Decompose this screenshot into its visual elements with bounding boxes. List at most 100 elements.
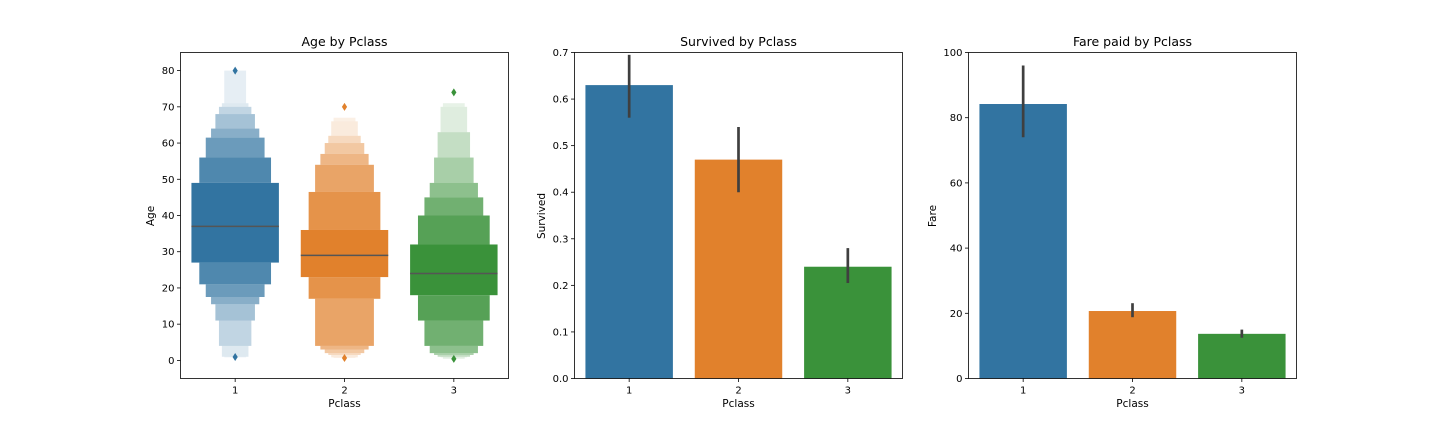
age-y-tick-label: 50 [162, 175, 175, 186]
age-y-tick-label: 40 [162, 211, 175, 222]
fare-y-tick-label: 60 [950, 178, 963, 189]
age-boxen-upper-3-8 [442, 103, 465, 107]
age-boxen-upper-2-7 [331, 121, 358, 136]
fare-y-tick-label: 40 [950, 244, 963, 255]
age-boxen-upper-1-2 [199, 157, 272, 183]
age-boxen-lower-3-5 [434, 353, 474, 355]
survived-by-pclass-panel: Survived by Pclass Pclass Survived 0.0 0.… [536, 34, 903, 410]
fare-x-tick-label: 1 [1020, 386, 1026, 397]
age-boxen-upper-3-1 [410, 244, 498, 296]
age-plot-area: 0 10 20 30 40 50 60 70 80 1 2 3 [162, 66, 498, 397]
survived-y-tick-label: 0.6 [553, 95, 569, 106]
age-boxen-upper-3-4 [429, 182, 478, 198]
fare-x-tick-label: 2 [1129, 386, 1135, 397]
age-outlier-2-1 [341, 102, 348, 111]
age-boxen-lower-1-4 [211, 297, 260, 305]
age-boxen-upper-1-3 [205, 137, 265, 158]
survived-x-tick-label: 1 [626, 386, 632, 397]
age-outlier-3-2 [451, 354, 457, 363]
fare-y-tick-label: 100 [943, 48, 962, 59]
age-boxen-upper-2-6 [328, 135, 361, 144]
age-boxen-upper-2-2 [308, 191, 381, 230]
survived-x-tick-label: 3 [845, 386, 851, 397]
age-boxen-upper-2-5 [324, 143, 365, 154]
fare-x-axis-label: Pclass [1116, 398, 1148, 410]
age-boxen-lower-2-3 [315, 298, 374, 346]
survived-bar-3 [804, 266, 892, 379]
age-x-tick-label: 2 [341, 386, 347, 397]
age-y-tick-label: 10 [162, 320, 175, 331]
age-boxen-lower-1-5 [215, 304, 255, 321]
age-boxen-upper-1-5 [215, 114, 255, 129]
age-outlier-1-1 [232, 66, 238, 75]
fare-y-tick-label: 0 [956, 374, 962, 385]
survived-axes-frame [574, 52, 903, 379]
age-boxen-lower-1-3 [205, 284, 265, 297]
age-boxen-upper-2-4 [320, 153, 369, 165]
survived-y-axis-label: Survived [536, 193, 548, 239]
age-boxen-upper-2-3 [315, 164, 374, 192]
age-y-tick-label: 20 [162, 283, 175, 294]
survived-chart-title: Survived by Pclass [680, 34, 797, 49]
age-x-tick-label: 1 [232, 386, 238, 397]
survived-y-tick-label: 0.7 [553, 48, 569, 59]
age-boxen-lower-3-3 [424, 320, 484, 346]
age-boxen-upper-1-4 [211, 128, 260, 138]
age-boxen-upper-1-1 [191, 182, 279, 263]
age-boxen-upper-2-1 [300, 229, 389, 278]
age-x-axis-label: Pclass [328, 398, 360, 410]
age-boxen-upper-3-2 [417, 215, 490, 245]
fare-x-tick-label: 3 [1239, 386, 1245, 397]
survived-bar-2 [694, 159, 783, 379]
survived-y-tick-label: 0.4 [553, 188, 569, 199]
fare-bar-3 [1198, 333, 1286, 379]
age-boxen-upper-1-6 [218, 106, 252, 115]
fare-y-axis-label: Fare [927, 205, 939, 227]
age-by-pclass-panel: Age by Pclass Pclass Age 0 10 20 30 40 50 60 70… [145, 34, 509, 410]
age-boxen-lower-1-7 [221, 345, 249, 357]
survived-x-axis-label: Pclass [722, 398, 754, 410]
fare-plot-area: 0 20 40 60 80 100 1 2 3 [943, 48, 1286, 397]
age-y-tick-label: 70 [162, 102, 175, 113]
age-boxen-lower-3-4 [429, 345, 478, 354]
survived-y-tick-label: 0.3 [553, 234, 569, 245]
age-y-tick-label: 80 [162, 66, 175, 77]
age-outlier-1-2 [232, 353, 238, 362]
age-boxen-upper-3-6 [437, 132, 471, 158]
fare-y-tick-label: 20 [950, 309, 963, 320]
age-boxen-lower-1-2 [199, 262, 272, 285]
fare-bar-2 [1088, 311, 1177, 379]
fare-by-pclass-panel: Fare paid by Pclass Pclass Fare 0 20 40 60 8… [927, 34, 1297, 410]
age-boxen-upper-3-7 [440, 106, 468, 133]
age-y-tick-label: 60 [162, 139, 175, 150]
age-y-tick-label: 0 [168, 356, 174, 367]
fare-y-tick-label: 80 [950, 113, 963, 124]
age-axes-frame [180, 52, 509, 379]
survived-y-tick-label: 0.1 [553, 327, 569, 338]
age-outlier-3-1 [451, 88, 457, 97]
age-boxen-upper-3-3 [424, 197, 484, 216]
age-boxen-lower-2-4 [320, 345, 369, 350]
age-boxen-lower-1-6 [218, 320, 252, 346]
survived-y-tick-label: 0.0 [553, 374, 569, 385]
fare-chart-title: Fare paid by Pclass [1073, 34, 1192, 49]
survived-x-tick-label: 2 [735, 386, 741, 397]
age-boxen-upper-1-8 [224, 70, 247, 104]
survived-y-tick-label: 0.2 [553, 281, 569, 292]
survived-bar-1 [585, 85, 673, 379]
age-y-axis-label: Age [145, 206, 157, 226]
age-y-tick-label: 30 [162, 247, 175, 258]
age-boxen-lower-2-2 [308, 277, 381, 299]
age-boxen-lower-2-5 [324, 349, 365, 354]
survived-y-tick-label: 0.5 [553, 141, 569, 152]
age-chart-title: Age by Pclass [301, 34, 387, 49]
age-x-tick-label: 3 [451, 386, 457, 397]
fare-axes-frame [968, 52, 1297, 379]
age-boxen-upper-1-7 [221, 103, 249, 107]
age-outlier-2-2 [341, 353, 348, 362]
fare-bar-1 [979, 104, 1067, 379]
age-boxen-upper-3-5 [434, 157, 474, 183]
age-boxen-upper-2-8 [333, 117, 356, 122]
age-boxen-lower-3-2 [417, 295, 490, 321]
